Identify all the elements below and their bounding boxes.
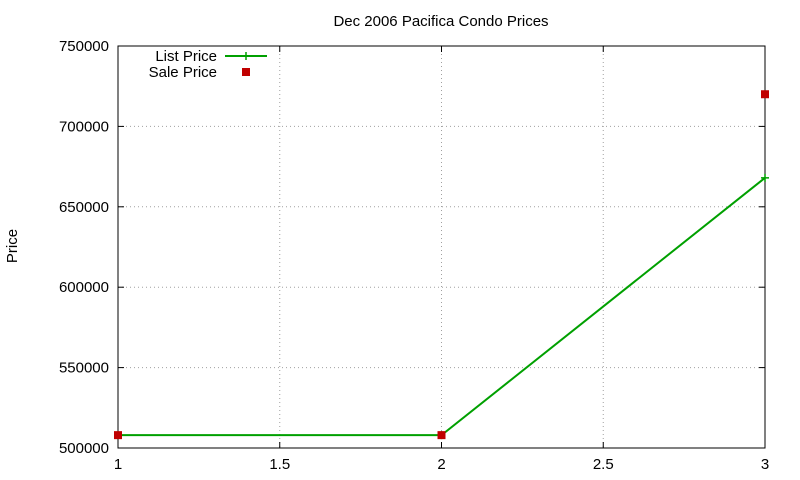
grid <box>118 46 765 448</box>
x-tick-label: 1.5 <box>269 456 290 473</box>
series <box>114 90 769 440</box>
legend-label: List Price <box>155 48 217 65</box>
chart-title: Dec 2006 Pacifica Condo Prices <box>333 13 548 30</box>
y-tick-label: 500000 <box>59 440 109 457</box>
x-tick-label: 2.5 <box>593 456 614 473</box>
y-tick-label: 600000 <box>59 279 109 296</box>
legend-swatch-marker <box>242 52 250 60</box>
y-tick-label: 650000 <box>59 199 109 216</box>
y-axis-label: Price <box>4 229 21 263</box>
legend-label: Sale Price <box>149 64 217 81</box>
sale-price-point <box>437 431 446 440</box>
x-tick-label: 2 <box>437 456 445 473</box>
y-tick-label: 700000 <box>59 118 109 135</box>
legend-swatch-marker <box>242 68 250 76</box>
y-tick-label: 750000 <box>59 38 109 55</box>
y-tick-label: 550000 <box>59 360 109 377</box>
x-tick-label: 1 <box>114 456 122 473</box>
sale-price-point <box>761 90 769 99</box>
sale-price-point <box>114 431 122 440</box>
axis-ticks: 1 1.5 2 2.5 3 500000 550000 600000 650000 700000 7… <box>59 38 769 473</box>
list-price-point <box>761 173 769 182</box>
x-tick-label: 3 <box>761 456 769 473</box>
